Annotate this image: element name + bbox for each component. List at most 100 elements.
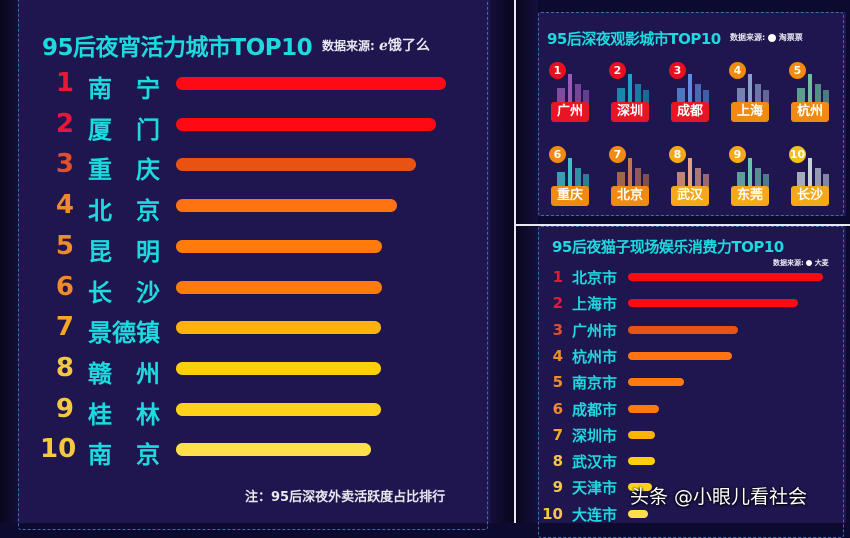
city-name: 南 宁 <box>88 75 160 103</box>
city-name: 北京市 <box>572 269 618 287</box>
rank-number: 4 <box>55 190 74 221</box>
city-tile: 4 上海 <box>729 62 779 122</box>
left-chart-source: 数据来源: ℯ饿了么 <box>322 35 430 55</box>
top-right-chart-title: 95后深夜观影城市TOP10 <box>547 30 721 48</box>
rank-badge: 3 <box>669 62 686 79</box>
left-chart-row: 4 北 京 <box>0 190 490 225</box>
value-bar <box>628 273 823 281</box>
value-bar <box>176 321 381 335</box>
rank-badge: 7 <box>609 146 626 163</box>
damai-logo-icon <box>806 260 813 266</box>
city-skyline-icon <box>677 74 709 104</box>
left-chart-row: 3 重 庆 <box>0 149 490 184</box>
watermark: 头条 @小眼儿看社会 <box>630 486 808 508</box>
value-bar <box>176 280 382 294</box>
city-tile: 10 长沙 <box>789 146 839 206</box>
top-right-chart-source: 数据来源: 淘票票 <box>730 32 803 43</box>
city-tile: 5 杭州 <box>789 62 839 122</box>
left-chart-row: 6 长 沙 <box>0 272 490 307</box>
left-chart-row: 10 南 京 <box>0 434 490 469</box>
bottom-right-chart-title: 95后夜猫子现场娱乐消费力TOP10 <box>552 238 784 256</box>
source-label: 数据来源: <box>730 33 766 42</box>
value-bar <box>176 77 446 90</box>
background-shade-right-bottom <box>516 226 538 523</box>
city-tile: 2 深圳 <box>609 62 659 122</box>
city-tile: 8 武汉 <box>669 146 719 206</box>
value-bar <box>628 404 659 413</box>
source-label: 数据来源: <box>773 259 804 267</box>
city-tile: 1 广州 <box>549 62 599 122</box>
city-skyline-icon <box>557 158 589 188</box>
rank-number: 8 <box>552 452 563 471</box>
city-name: 大连市 <box>572 505 618 524</box>
city-tile: 9 东莞 <box>729 146 779 206</box>
rank-number: 6 <box>552 399 563 418</box>
left-chart-row: 9 桂 林 <box>0 393 490 429</box>
value-bar <box>628 351 732 360</box>
city-label: 东莞 <box>731 186 769 206</box>
source-brand: 淘票票 <box>778 33 803 42</box>
background-shade-right-top <box>516 0 538 224</box>
city-tile: 7 北京 <box>609 146 659 206</box>
rank-badge: 10 <box>789 146 806 163</box>
left-chart-row: 7 景德镇 <box>0 312 490 347</box>
value-bar <box>628 325 738 334</box>
rank-number: 2 <box>552 294 563 313</box>
right-chart-row: 3 广州市 <box>0 321 850 351</box>
left-chart-row: 2 厦 门 <box>0 108 490 144</box>
rank-number: 8 <box>55 352 74 383</box>
left-chart-note: 注：95后深夜外卖活跃度占比排行 <box>245 490 446 505</box>
rank-badge: 2 <box>609 62 626 79</box>
city-label: 广州 <box>551 102 589 122</box>
city-skyline-icon <box>797 158 829 188</box>
city-name: 桂 林 <box>88 400 160 429</box>
city-name: 成都市 <box>572 400 618 419</box>
vertical-divider <box>514 0 516 523</box>
rank-number: 10 <box>542 504 563 523</box>
city-skyline-icon <box>737 158 769 188</box>
source-brand: 大麦 <box>814 259 829 267</box>
rank-number: 7 <box>552 425 563 444</box>
city-name: 北 京 <box>88 197 160 226</box>
rank-number: 10 <box>40 434 77 465</box>
city-label: 重庆 <box>551 186 589 206</box>
bottom-right-chart-source: 数据来源: 大麦 <box>773 258 829 268</box>
city-skyline-icon <box>617 158 649 188</box>
left-chart-title: 95后夜宵活力城市TOP10 <box>42 35 313 61</box>
rank-number: 2 <box>55 108 74 139</box>
taopiaopiao-logo-icon <box>768 33 776 42</box>
city-name: 上海市 <box>572 295 618 314</box>
right-chart-row: 4 杭州市 <box>0 347 850 377</box>
city-label: 长沙 <box>791 186 829 206</box>
right-chart-row: 10 大连市 <box>0 505 850 535</box>
city-skyline-icon <box>677 158 709 188</box>
city-skyline-icon <box>557 74 589 104</box>
horizontal-divider <box>514 224 850 226</box>
city-name: 赣 州 <box>88 359 160 388</box>
city-name: 重 庆 <box>88 156 160 185</box>
background-shade-left <box>0 0 18 523</box>
city-name: 昆 明 <box>88 237 160 266</box>
city-skyline-icon <box>617 74 649 104</box>
city-name: 南 京 <box>88 441 160 470</box>
city-name: 南京市 <box>572 374 618 393</box>
rank-number: 9 <box>552 478 563 497</box>
city-label: 北京 <box>611 186 649 206</box>
top-right-panel-border <box>538 12 844 216</box>
city-skyline-icon <box>737 74 769 104</box>
city-label: 武汉 <box>671 186 709 206</box>
value-bar <box>176 117 436 131</box>
city-name: 深圳市 <box>572 426 618 445</box>
rank-number: 1 <box>552 268 563 286</box>
background-shade-middle <box>490 0 514 523</box>
city-label: 成都 <box>671 102 709 122</box>
rank-badge: 6 <box>549 146 566 163</box>
city-name: 景德镇 <box>88 319 160 348</box>
city-name: 武汉市 <box>572 453 618 472</box>
rank-number: 9 <box>55 393 74 424</box>
rank-badge: 4 <box>729 62 746 79</box>
right-chart-row: 1 北京市 <box>0 268 850 298</box>
rank-number: 5 <box>55 230 74 261</box>
rank-number: 1 <box>55 68 74 98</box>
value-bar <box>176 361 381 375</box>
